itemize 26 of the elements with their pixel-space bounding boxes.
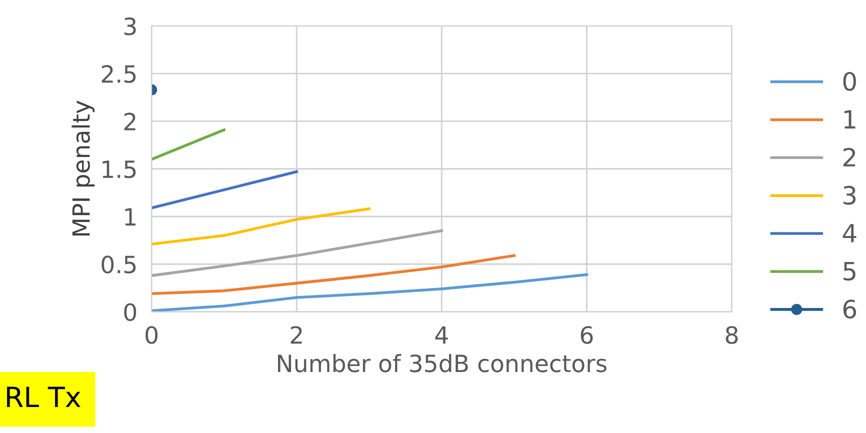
- y-tick-label: 1: [125, 208, 136, 226]
- x-tick-label: 0: [146, 326, 158, 344]
- legend-label: 3: [844, 186, 856, 205]
- legend-label: 6: [843, 300, 856, 319]
- line-series: [152, 254, 516, 296]
- y-tick-label: 2.5: [102, 65, 136, 83]
- x-tick-label: 4: [435, 326, 448, 344]
- line-series: [152, 229, 444, 277]
- y-tick-label: 2: [124, 112, 136, 130]
- line-series: [152, 207, 371, 246]
- y-axis-title: MPI penalty: [72, 100, 95, 236]
- x-tick-label: 2: [290, 326, 302, 344]
- y-tick-label: 0.5: [102, 256, 136, 274]
- legend-label: 5: [844, 262, 856, 281]
- x-tick-label: 6: [580, 326, 593, 344]
- line-series: [152, 273, 588, 312]
- y-tick-label: 0: [124, 303, 136, 322]
- y-tick-label: 1.5: [102, 160, 136, 178]
- text: RL Tx: [7, 386, 80, 408]
- y-tick-label: 3: [124, 17, 136, 36]
- x-tick-label: 8: [726, 326, 738, 344]
- legend-label: 1: [844, 110, 856, 128]
- legend-label: 2: [844, 148, 856, 166]
- legend-label: 0: [843, 72, 856, 91]
- x-axis-title: Number of 35dB connectors: [278, 354, 606, 372]
- legend-label: 4: [842, 224, 856, 242]
